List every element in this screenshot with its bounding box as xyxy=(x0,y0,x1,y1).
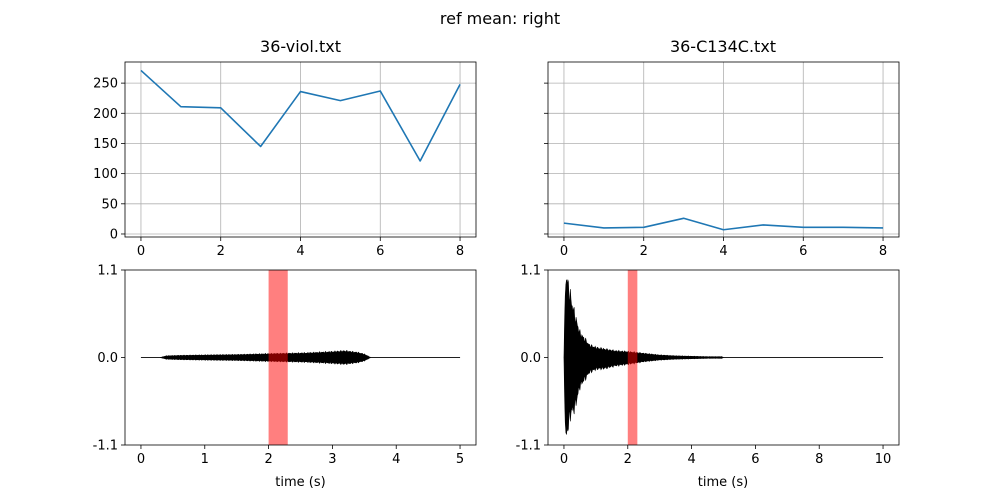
panel-bottom-left: time (s) 0 1 2 3 4 5 -1.1 0.0 1.1 xyxy=(93,264,477,490)
y-tick-label: -1.1 xyxy=(516,439,541,454)
axes-frame xyxy=(124,269,477,446)
x-axis-label-left: time (s) xyxy=(275,475,325,490)
y-tick-label: 0 xyxy=(110,227,118,242)
y-tick-label: 250 xyxy=(93,77,118,92)
highlight-region xyxy=(627,270,638,445)
y-tick-label: 0.0 xyxy=(520,351,541,366)
x-tick-label: 8 xyxy=(815,452,823,467)
panel-top-left: 36-viol.txt 0 2 4 6 8 0 50 100 150 200 250 xyxy=(93,37,477,259)
y-tick-label: 0.0 xyxy=(97,351,118,366)
x-tick-label: 5 xyxy=(456,452,464,467)
x-tick-label: 0 xyxy=(137,244,145,259)
panel-title-right: 36-C134C.txt xyxy=(670,37,776,56)
x-tick-label: 2 xyxy=(264,452,272,467)
x-tick-label: 2 xyxy=(217,244,225,259)
y-tick-label: 50 xyxy=(101,197,118,212)
waveform xyxy=(140,350,461,365)
x-tick-label: 0 xyxy=(560,452,568,467)
panel-bottom-right: time (s) 0 2 4 6 8 10 -1.1 0.0 1.1 xyxy=(516,264,900,490)
x-tick-label: 2 xyxy=(624,452,632,467)
axes-frame xyxy=(547,61,900,238)
x-tick-label: 4 xyxy=(719,244,727,259)
y-tick-label: 1.1 xyxy=(520,264,541,279)
figure-suptitle: ref mean: right xyxy=(440,9,560,28)
x-tick-label: 4 xyxy=(296,244,304,259)
x-tick-label: 3 xyxy=(328,452,336,467)
x-tick-label: 2 xyxy=(640,244,648,259)
y-tick-label: 1.1 xyxy=(97,264,118,279)
x-tick-label: 1 xyxy=(201,452,209,467)
x-tick-label: 6 xyxy=(799,244,807,259)
y-tick-label: 150 xyxy=(93,137,118,152)
x-tick-label: 4 xyxy=(687,452,695,467)
x-axis-label-right: time (s) xyxy=(698,475,748,490)
axes-frame xyxy=(124,61,477,238)
highlight-region xyxy=(268,270,288,445)
y-tick-label: 100 xyxy=(93,167,118,182)
axes-frame xyxy=(547,269,900,446)
panel-title-left: 36-viol.txt xyxy=(260,37,341,56)
x-tick-label: 0 xyxy=(137,452,145,467)
x-tick-label: 10 xyxy=(875,452,892,467)
x-tick-label: 8 xyxy=(456,244,464,259)
y-tick-label: 200 xyxy=(93,107,118,122)
y-tick-label: -1.1 xyxy=(93,439,118,454)
x-tick-label: 0 xyxy=(560,244,568,259)
x-tick-label: 6 xyxy=(376,244,384,259)
x-tick-label: 4 xyxy=(392,452,400,467)
x-tick-label: 6 xyxy=(751,452,759,467)
panel-top-right: 36-C134C.txt 0 2 4 6 8 xyxy=(544,37,900,259)
x-tick-label: 8 xyxy=(879,244,887,259)
waveform xyxy=(563,279,884,435)
